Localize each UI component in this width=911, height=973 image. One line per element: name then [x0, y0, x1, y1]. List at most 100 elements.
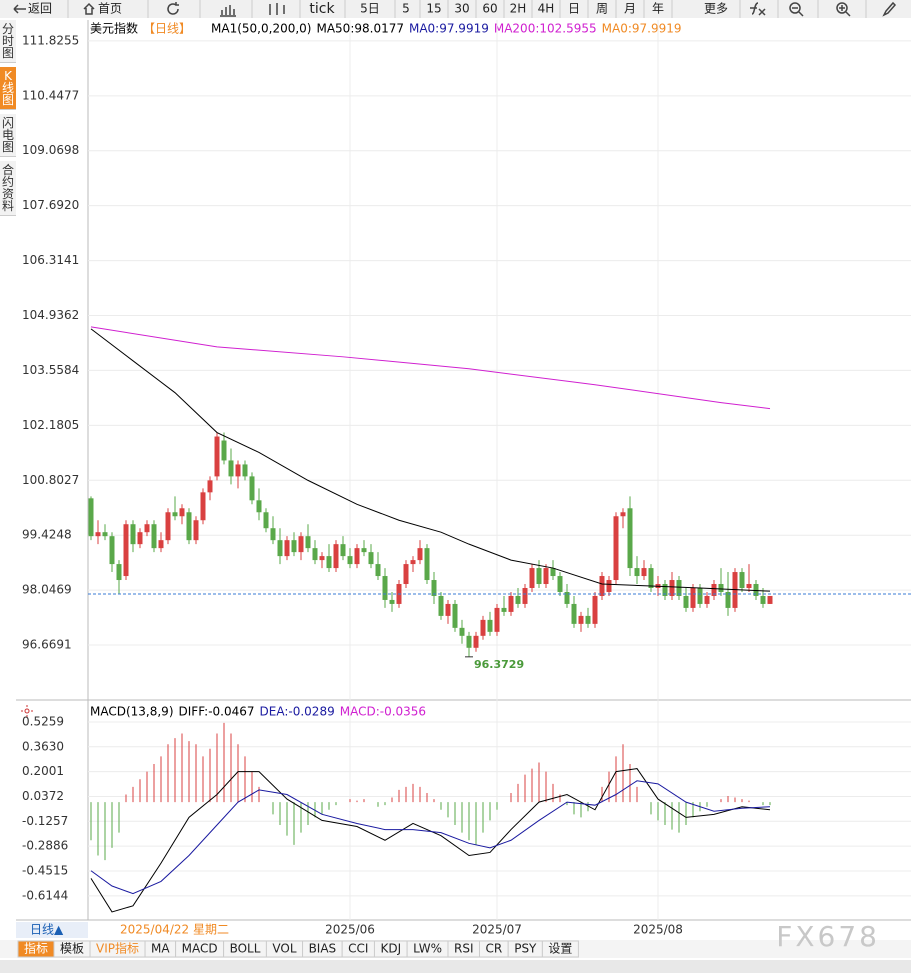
toolbar-button[interactable]: 15 [426, 2, 441, 16]
tab-label[interactable]: KDJ [380, 942, 401, 956]
candle-body [648, 568, 654, 588]
y-tick-label: 96.6691 [22, 638, 72, 652]
sidebar-tab[interactable]: 合约资料 [0, 161, 16, 216]
candle-body [620, 512, 626, 517]
toolbar-button[interactable]: 周 [596, 2, 608, 16]
candle-body [473, 635, 479, 648]
candle-body [760, 595, 766, 604]
toolbar-button[interactable]: tick [309, 1, 335, 17]
candle-body [690, 587, 696, 608]
sidebar-tab[interactable]: K线图 [0, 67, 16, 110]
toolbar-button[interactable]: 更多 [704, 2, 728, 16]
candle-body [319, 556, 325, 561]
candle-body [424, 548, 430, 581]
period-button[interactable] [16, 922, 88, 938]
sidebar: 分时图 K线图闪电图合约资料 [0, 20, 16, 220]
y-tick-label: 0.5259 [22, 714, 64, 728]
tab-label[interactable]: RSI [454, 942, 474, 956]
candle-body [305, 536, 311, 549]
candle-body [165, 512, 171, 541]
tab-label[interactable]: VIP指标 [96, 941, 139, 956]
toolbar-button[interactable]: 5日 [360, 2, 380, 16]
toolbar-button[interactable]: 30 [454, 2, 469, 16]
tab-label[interactable]: LW% [413, 942, 442, 956]
tab-label[interactable]: CCI [348, 942, 368, 956]
y-tick-label: 100.8027 [22, 473, 79, 487]
toolbar-button[interactable]: 日 [568, 2, 580, 16]
watermark: FX678 [776, 920, 880, 953]
candle-body [704, 595, 710, 604]
toolbar-button[interactable]: 4H [538, 2, 555, 16]
candle-body [249, 476, 255, 501]
candle-body [263, 512, 269, 529]
y-tick-label: 111.8255 [22, 33, 79, 47]
indicator-line [90, 326, 771, 410]
legend-entry: MA0:97.9919 [409, 22, 489, 36]
toolbar-icons [13, 1, 897, 17]
tab-label[interactable]: BIAS [309, 942, 337, 956]
candle-body [445, 603, 451, 616]
indicator-line [90, 328, 771, 592]
period-button-label[interactable]: 日线▲ [30, 923, 64, 937]
candle-body [151, 524, 157, 549]
candle-body [669, 580, 675, 596]
sidebar-tab[interactable]: 闪电图 [0, 114, 16, 157]
tab-label[interactable]: MA [151, 942, 170, 956]
legend-entry: MA50:98.0177 [316, 22, 404, 36]
candle-body [550, 568, 556, 577]
candle-body [564, 591, 570, 604]
x-tick-label: 2025/07 [472, 923, 522, 937]
candle-body [368, 552, 374, 565]
candle-body [284, 540, 290, 557]
toolbar-button[interactable]: 5 [402, 2, 410, 16]
candle-body [585, 615, 591, 624]
tab-label[interactable]: MACD [182, 942, 218, 956]
candle-body [634, 568, 640, 577]
candle-body [347, 556, 353, 565]
tab-label[interactable]: 模板 [60, 942, 84, 956]
candle-body [326, 556, 332, 569]
tab[interactable] [541, 940, 579, 958]
toolbar-button[interactable]: 返回 [28, 2, 52, 16]
candle-body [676, 580, 682, 596]
sidebar-tab[interactable]: 分时图 [0, 20, 16, 63]
candle-body [515, 595, 521, 604]
candle-body [417, 548, 423, 561]
candle-body [116, 564, 122, 581]
tab-label[interactable]: 设置 [548, 942, 572, 956]
candle-body [529, 568, 535, 588]
candle-body [235, 464, 241, 477]
candle-body [459, 627, 465, 636]
tab-label[interactable]: BOLL [230, 942, 261, 956]
candle-body [172, 512, 178, 517]
candle-body [739, 572, 745, 588]
candle-body [130, 524, 136, 545]
toolbar-button[interactable]: 首页 [98, 2, 122, 16]
tab-label[interactable]: PSY [514, 942, 537, 956]
legend-entry: DIFF:-0.0467 [179, 705, 255, 719]
toolbar-button[interactable]: 月 [624, 2, 636, 16]
candle-body [466, 635, 472, 648]
candle-body [389, 599, 395, 604]
candle-body [95, 532, 101, 537]
candle-body [480, 619, 486, 636]
x-tick-label: 2025/08 [633, 923, 683, 937]
indicator-line [90, 780, 771, 895]
toolbar-button[interactable]: 60 [482, 2, 497, 16]
candle-body [102, 532, 108, 537]
toolbar-button[interactable]: 年 [652, 2, 664, 16]
toolbar-button[interactable]: 2H [510, 2, 527, 16]
tab-label[interactable]: VOL [272, 942, 296, 956]
candle-body [221, 440, 227, 461]
y-tick-label: 102.1805 [22, 418, 79, 432]
candle-body [543, 568, 549, 585]
legend-entry: MACD(13,8,9) [90, 705, 174, 719]
candle-body [382, 576, 388, 600]
candle-body [207, 480, 213, 493]
tab-label[interactable]: CR [485, 942, 502, 956]
candle-body [144, 524, 150, 533]
x-tick-label: 2025/06 [325, 923, 375, 937]
tab-label[interactable]: 指标 [24, 941, 48, 956]
macd-icon [21, 705, 33, 717]
